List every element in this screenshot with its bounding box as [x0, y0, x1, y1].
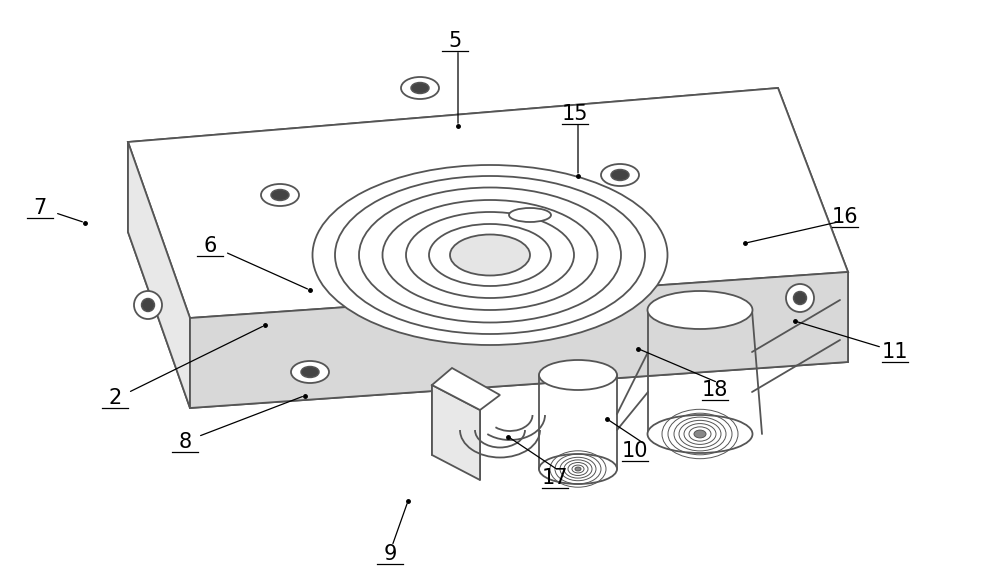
Polygon shape	[432, 368, 500, 410]
Ellipse shape	[450, 234, 530, 275]
Ellipse shape	[648, 415, 753, 453]
Ellipse shape	[539, 454, 617, 484]
Text: 7: 7	[33, 198, 47, 218]
Ellipse shape	[794, 291, 806, 305]
Ellipse shape	[411, 83, 429, 94]
Ellipse shape	[359, 188, 621, 322]
Ellipse shape	[271, 189, 289, 200]
Polygon shape	[432, 385, 480, 480]
Ellipse shape	[429, 224, 551, 286]
Ellipse shape	[406, 212, 574, 298]
Ellipse shape	[539, 360, 617, 390]
Ellipse shape	[575, 467, 581, 471]
Ellipse shape	[611, 169, 629, 180]
Ellipse shape	[648, 291, 753, 329]
Text: 5: 5	[448, 31, 462, 51]
Ellipse shape	[509, 208, 551, 222]
Ellipse shape	[261, 184, 299, 206]
Polygon shape	[128, 88, 848, 318]
Ellipse shape	[335, 176, 645, 334]
Polygon shape	[128, 142, 190, 408]
Text: 18: 18	[702, 380, 728, 400]
Ellipse shape	[142, 298, 154, 312]
Text: 2: 2	[108, 389, 122, 408]
Text: 9: 9	[383, 544, 397, 564]
Text: 16: 16	[832, 207, 858, 227]
Polygon shape	[190, 272, 848, 408]
Text: 11: 11	[882, 342, 908, 362]
Polygon shape	[128, 142, 190, 408]
Ellipse shape	[694, 430, 706, 438]
Text: 10: 10	[622, 441, 648, 461]
Ellipse shape	[134, 291, 162, 319]
Polygon shape	[190, 272, 848, 408]
Ellipse shape	[601, 164, 639, 186]
Text: 8: 8	[178, 432, 192, 452]
Text: 17: 17	[542, 468, 568, 488]
Polygon shape	[128, 88, 848, 318]
Text: 15: 15	[562, 104, 588, 124]
Ellipse shape	[291, 361, 329, 383]
Ellipse shape	[301, 366, 319, 377]
Text: 6: 6	[203, 236, 217, 256]
Ellipse shape	[401, 77, 439, 99]
Ellipse shape	[786, 284, 814, 312]
Ellipse shape	[312, 165, 668, 345]
Ellipse shape	[382, 200, 598, 310]
